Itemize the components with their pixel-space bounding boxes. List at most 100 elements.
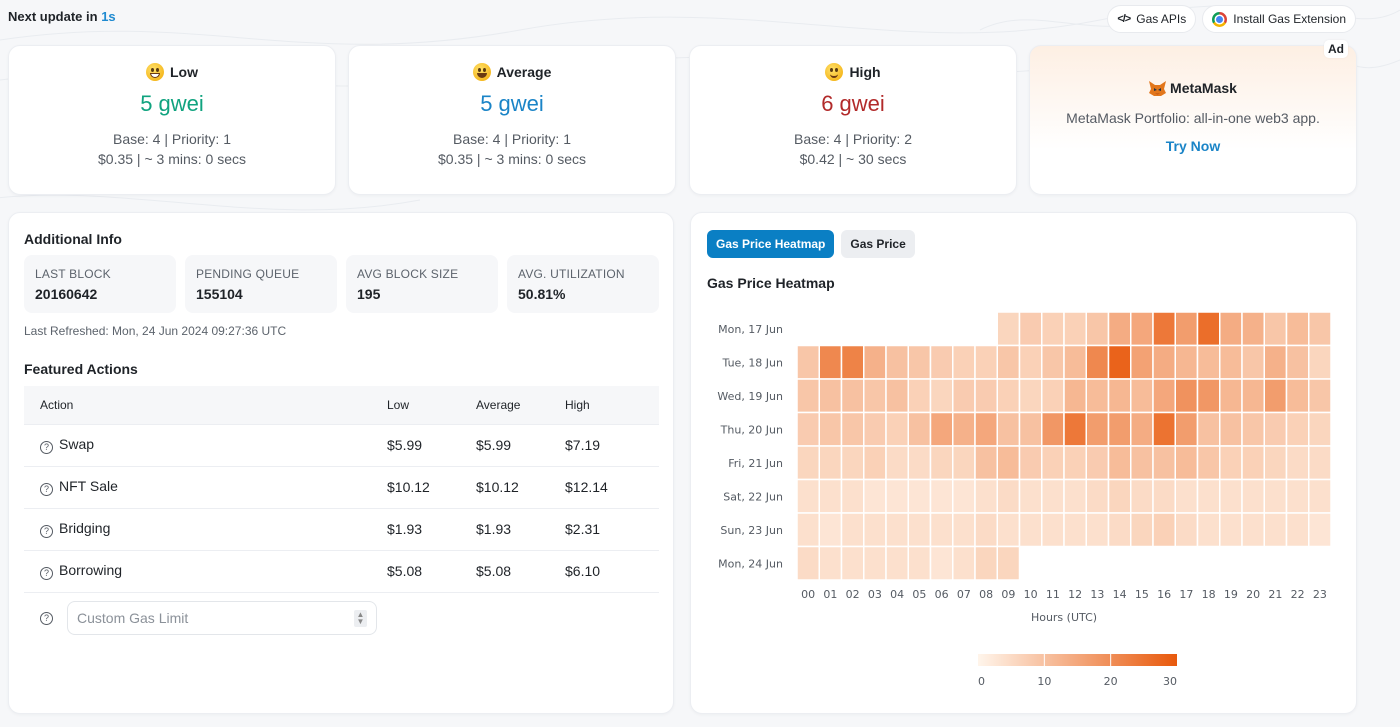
heatmap-cell[interactable] <box>1219 344 1243 380</box>
heatmap-cell[interactable] <box>863 512 887 548</box>
heatmap-cell[interactable] <box>1085 411 1110 447</box>
heatmap-cell[interactable] <box>996 545 1021 581</box>
heatmap-cell[interactable] <box>1174 378 1199 414</box>
heatmap-cell[interactable] <box>1041 512 1065 548</box>
heatmap-cell[interactable] <box>974 545 998 581</box>
heatmap-cell[interactable] <box>996 478 1021 514</box>
heatmap-cell[interactable] <box>885 445 909 481</box>
install-extension-button[interactable]: Install Gas Extension <box>1202 5 1356 33</box>
tab-gas-price[interactable]: Gas Price <box>841 230 915 258</box>
heatmap-cell[interactable] <box>840 445 865 481</box>
heatmap-cell[interactable] <box>1174 478 1199 514</box>
heatmap-cell[interactable] <box>974 478 998 514</box>
heatmap-cell[interactable] <box>1152 344 1176 380</box>
heatmap-cell[interactable] <box>952 512 976 548</box>
heatmap-cell[interactable] <box>1085 445 1110 481</box>
heatmap-cell[interactable] <box>1041 411 1065 447</box>
heatmap-cell[interactable] <box>818 512 843 548</box>
number-spinner-icon[interactable]: ▲ ▼ <box>354 609 367 627</box>
heatmap-cell[interactable] <box>1308 378 1332 414</box>
heatmap-cell[interactable] <box>1107 411 1132 447</box>
heatmap-cell[interactable] <box>1063 445 1087 481</box>
heatmap-cell[interactable] <box>1308 311 1332 347</box>
heatmap-cell[interactable] <box>974 344 998 380</box>
heatmap-cell[interactable] <box>1063 311 1087 347</box>
heatmap-cell[interactable] <box>952 445 976 481</box>
heatmap-cell[interactable] <box>907 512 932 548</box>
heatmap-cell[interactable] <box>1263 411 1288 447</box>
heatmap-cell[interactable] <box>1041 344 1065 380</box>
heatmap-cell[interactable] <box>1041 311 1065 347</box>
heatmap-cell[interactable] <box>1285 378 1310 414</box>
heatmap-cell[interactable] <box>907 545 932 581</box>
heatmap-cell[interactable] <box>840 344 865 380</box>
heatmap-cell[interactable] <box>796 512 820 548</box>
heatmap-cell[interactable] <box>996 344 1021 380</box>
heatmap-cell[interactable] <box>1152 378 1176 414</box>
custom-gas-limit-field[interactable]: ▲▼ <box>67 601 377 635</box>
heatmap-cell[interactable] <box>1152 311 1176 347</box>
heatmap-cell[interactable] <box>1130 378 1154 414</box>
help-icon[interactable]: ? <box>40 524 53 538</box>
heatmap-cell[interactable] <box>1219 478 1243 514</box>
heatmap-cell[interactable] <box>1018 445 1043 481</box>
heatmap-cell[interactable] <box>952 378 976 414</box>
heatmap-cell[interactable] <box>796 445 820 481</box>
heatmap-cell[interactable] <box>1018 378 1043 414</box>
heatmap-cell[interactable] <box>996 445 1021 481</box>
heatmap-cell[interactable] <box>885 545 909 581</box>
heatmap-cell[interactable] <box>929 445 954 481</box>
heatmap-cell[interactable] <box>974 411 998 447</box>
heatmap-cell[interactable] <box>1219 378 1243 414</box>
heatmap-cell[interactable] <box>885 344 909 380</box>
heatmap-cell[interactable] <box>1130 445 1154 481</box>
heatmap-cell[interactable] <box>1219 512 1243 548</box>
heatmap-cell[interactable] <box>1174 311 1199 347</box>
heatmap-cell[interactable] <box>929 378 954 414</box>
heatmap-cell[interactable] <box>1107 512 1132 548</box>
heatmap-cell[interactable] <box>1063 411 1087 447</box>
heatmap-cell[interactable] <box>1196 512 1221 548</box>
heatmap-cell[interactable] <box>1285 478 1310 514</box>
heatmap-cell[interactable] <box>863 445 887 481</box>
heatmap-cell[interactable] <box>1041 445 1065 481</box>
heatmap-cell[interactable] <box>1308 411 1332 447</box>
heatmap-cell[interactable] <box>1241 445 1265 481</box>
heatmap-cell[interactable] <box>796 378 820 414</box>
heatmap-cell[interactable] <box>863 545 887 581</box>
heatmap-cell[interactable] <box>1107 445 1132 481</box>
heatmap-cell[interactable] <box>1018 478 1043 514</box>
heatmap-cell[interactable] <box>907 478 932 514</box>
help-icon[interactable]: ? <box>40 611 53 625</box>
heatmap-cell[interactable] <box>1196 311 1221 347</box>
heatmap-cell[interactable] <box>1196 378 1221 414</box>
heatmap-cell[interactable] <box>929 478 954 514</box>
heatmap-cell[interactable] <box>1285 445 1310 481</box>
heatmap-cell[interactable] <box>974 512 998 548</box>
heatmap-cell[interactable] <box>1018 512 1043 548</box>
heatmap-cell[interactable] <box>952 344 976 380</box>
heatmap-cell[interactable] <box>1018 311 1043 347</box>
ad-try-now-link[interactable]: Try Now <box>1165 138 1221 154</box>
heatmap-cell[interactable] <box>840 378 865 414</box>
heatmap-cell[interactable] <box>1196 478 1221 514</box>
heatmap-cell[interactable] <box>1063 378 1087 414</box>
heatmap-cell[interactable] <box>952 545 976 581</box>
heatmap-cell[interactable] <box>1263 512 1288 548</box>
heatmap-cell[interactable] <box>1107 478 1132 514</box>
heatmap-cell[interactable] <box>840 512 865 548</box>
heatmap-cell[interactable] <box>885 512 909 548</box>
heatmap-cell[interactable] <box>1285 411 1310 447</box>
heatmap-cell[interactable] <box>907 411 932 447</box>
heatmap-cell[interactable] <box>1107 311 1132 347</box>
heatmap-cell[interactable] <box>1263 344 1288 380</box>
heatmap-cell[interactable] <box>818 378 843 414</box>
heatmap-cell[interactable] <box>974 378 998 414</box>
heatmap-cell[interactable] <box>1285 311 1310 347</box>
help-icon[interactable]: ? <box>40 482 53 496</box>
heatmap-cell[interactable] <box>929 545 954 581</box>
custom-gas-limit-input[interactable] <box>77 610 337 626</box>
heatmap-cell[interactable] <box>818 445 843 481</box>
heatmap-cell[interactable] <box>1263 378 1288 414</box>
heatmap-cell[interactable] <box>796 344 820 380</box>
